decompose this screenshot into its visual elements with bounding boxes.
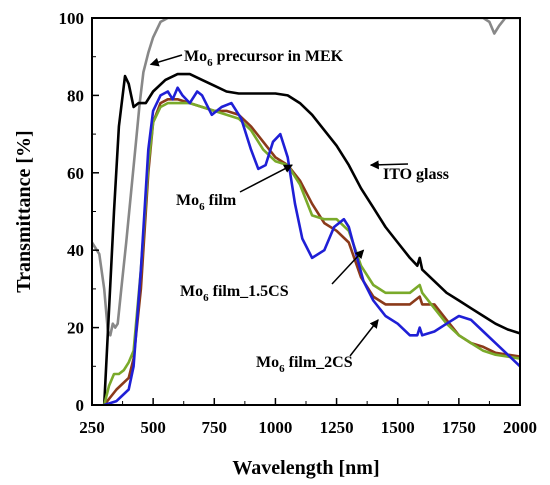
x-tick-label: 250 xyxy=(79,418,105,437)
annotation-subscript: 6 xyxy=(279,363,285,375)
annotation-arrow xyxy=(349,319,379,357)
y-tick-label: 0 xyxy=(76,396,85,415)
annotation-text: precursor in MEK xyxy=(213,48,344,65)
x-tick-label: 1000 xyxy=(258,418,292,437)
y-tick-label: 20 xyxy=(67,319,84,338)
series-line-0 xyxy=(92,18,520,337)
annotation-text: film xyxy=(205,192,237,209)
annotation-subscript: 6 xyxy=(199,201,205,213)
annotation-text: ITO glass xyxy=(383,166,449,183)
series-line-4 xyxy=(102,86,520,405)
annotation-film2: Mo6 film_2CS xyxy=(256,354,353,375)
annotation-arrow xyxy=(331,249,365,285)
plot-frame xyxy=(91,17,521,406)
x-tick-label: 500 xyxy=(140,418,166,437)
y-tick-label: 100 xyxy=(59,9,85,28)
x-tick-label: 1750 xyxy=(442,418,476,437)
annotation-text: film_2CS xyxy=(285,354,353,371)
series-layer xyxy=(92,18,520,405)
ticks-layer: 250 500 750 1000 1250 1500 1750 2000 0 20 40 60 80 10… xyxy=(59,9,538,437)
annotation-subscript: 6 xyxy=(207,57,213,69)
x-tick-label: 2000 xyxy=(503,418,537,437)
annotation-prefix: Mo xyxy=(256,354,279,371)
annotation-subscript: 6 xyxy=(203,292,209,304)
y-tick-label: 40 xyxy=(67,241,84,260)
annotation-film: Mo6 film xyxy=(176,192,237,213)
series-line-1 xyxy=(102,72,520,405)
annotation-arrow xyxy=(239,164,293,193)
x-tick-label: 1250 xyxy=(320,418,354,437)
y-axis-title: Transmittance [%] xyxy=(13,130,35,292)
y-tick-label: 80 xyxy=(67,86,84,105)
annotation-arrow xyxy=(149,54,183,67)
annotation-prefix: Mo xyxy=(180,283,203,300)
x-tick-label: 1500 xyxy=(381,418,415,437)
x-axis-title: Wavelength [nm] xyxy=(232,457,379,479)
y-tick-label: 60 xyxy=(67,164,84,183)
annotation-prefix: Mo xyxy=(176,192,199,209)
annotation-ito: ITO glass xyxy=(383,166,449,183)
annotation-film15: Mo6 film_1.5CS xyxy=(180,283,289,304)
annotation-precursor: Mo6 precursor in MEK xyxy=(184,48,344,69)
annotation-text: film_1.5CS xyxy=(209,283,289,300)
annotation-prefix: Mo xyxy=(184,48,207,65)
annotation-arrow xyxy=(369,160,409,170)
x-tick-label: 750 xyxy=(202,418,228,437)
